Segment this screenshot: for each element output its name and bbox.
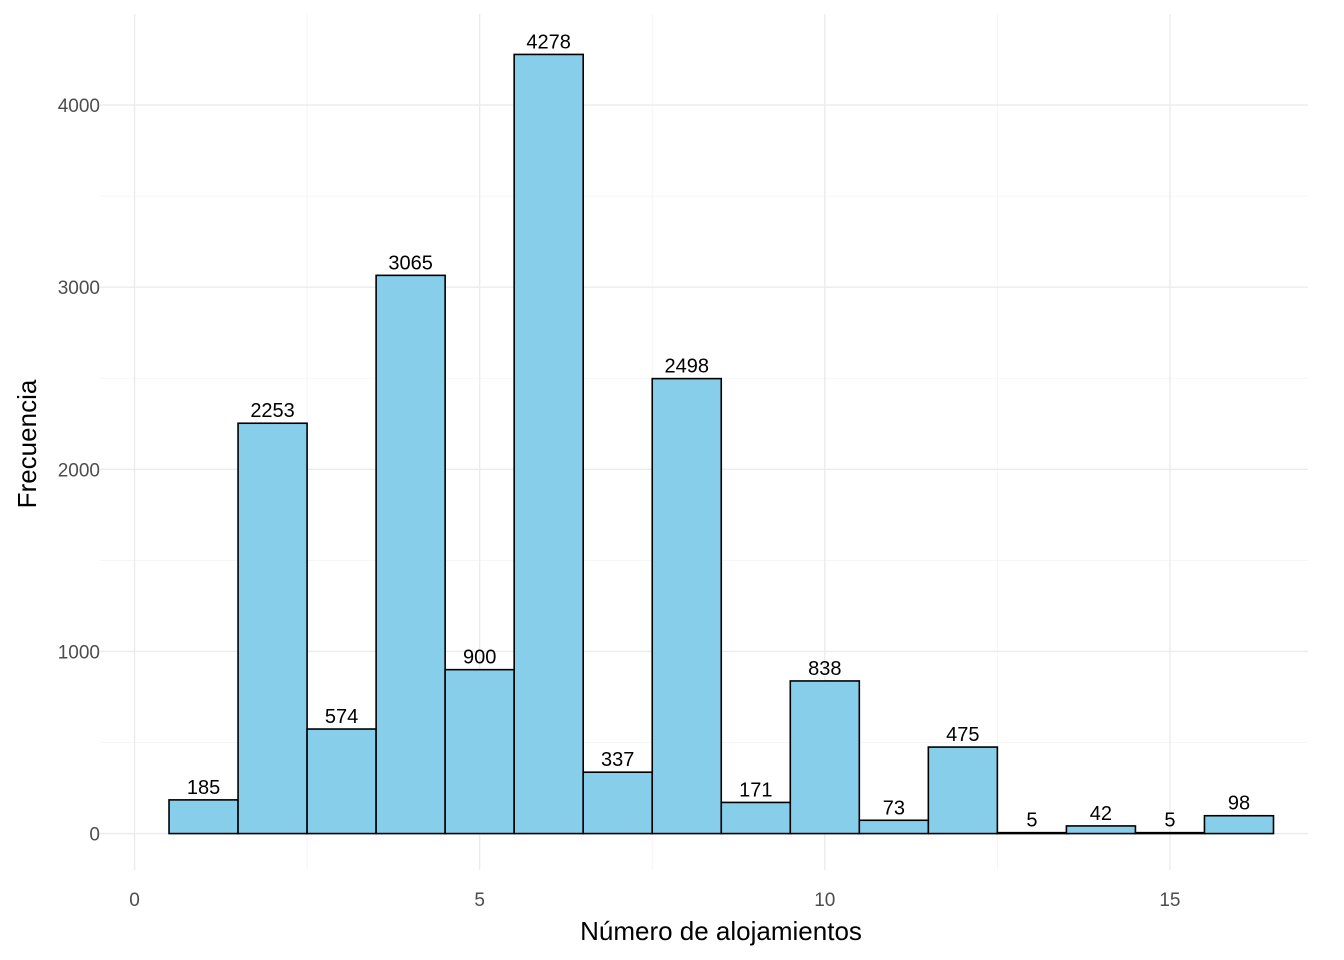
histogram-bar [1134, 831, 1206, 835]
bar-value-label: 574 [325, 706, 358, 728]
bar-value-label: 171 [739, 779, 772, 801]
histogram-bar [513, 53, 585, 835]
y-tick-label: 2000 [58, 460, 100, 481]
bar-value-label: 900 [463, 647, 496, 669]
bar-value-label: 5 [1026, 810, 1037, 832]
bar-value-label: 4278 [526, 31, 571, 53]
y-tick-label: 3000 [58, 278, 100, 299]
x-tick-label: 10 [814, 890, 835, 911]
histogram-bar [789, 680, 861, 835]
bar-value-label: 838 [808, 658, 841, 680]
bar-value-label: 3065 [388, 252, 433, 274]
bar-value-label: 5 [1164, 810, 1175, 832]
histogram-bar [1203, 814, 1275, 835]
histogram-bar [996, 831, 1068, 835]
histogram-bar [237, 422, 308, 835]
y-tick-label: 0 [89, 825, 100, 846]
histogram-bar [168, 799, 239, 835]
x-tick-label: 15 [1159, 890, 1180, 911]
bars [168, 53, 1275, 835]
histogram-bar [306, 728, 377, 835]
bar-value-label: 185 [187, 777, 220, 799]
bar-value-label: 73 [883, 797, 905, 819]
tick-labels: 0 5 10 15 0 1000 2000 3000 4000 [58, 96, 1181, 911]
bar-value-label: 98 [1228, 793, 1250, 815]
bar-value-labels: 185 2253 574 3065 900 4278 337 2498 171 838 73 475 5… [187, 31, 1250, 831]
histogram-bar [858, 819, 930, 835]
y-tick-label: 4000 [58, 96, 100, 117]
bar-value-label: 2253 [250, 400, 295, 422]
bar-value-label: 42 [1090, 803, 1112, 825]
bar-value-label: 475 [946, 724, 979, 746]
histogram-bar [1065, 825, 1137, 835]
bar-value-label: 337 [601, 749, 634, 771]
histogram-bar [444, 668, 515, 835]
histogram-bar [582, 771, 654, 835]
x-tick-label: 5 [474, 890, 485, 911]
histogram-bar [927, 746, 999, 835]
histogram-bar [651, 377, 723, 835]
histogram-bar [375, 274, 446, 835]
y-axis-title: Frecuencia [12, 379, 42, 508]
y-tick-label: 1000 [58, 642, 100, 663]
x-axis-title: Número de alojamientos [580, 916, 862, 946]
histogram-bar [720, 801, 792, 835]
x-tick-label: 0 [129, 890, 140, 911]
bar-value-label: 2498 [664, 356, 709, 378]
